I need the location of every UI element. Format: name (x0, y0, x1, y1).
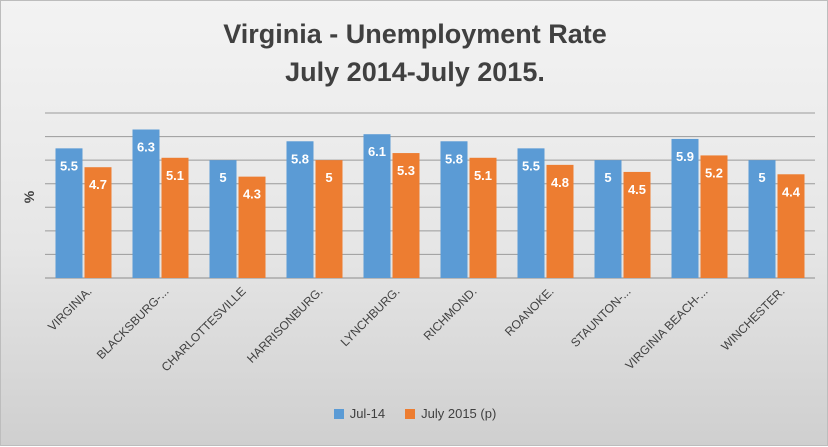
data-label-series-2: 5 (325, 170, 332, 185)
category-label: VIRGINIA. (45, 284, 95, 334)
category-label: ROANOKE. (502, 284, 557, 339)
bar-series-1 (671, 138, 699, 278)
bar-series-2 (238, 176, 266, 278)
bar-series-1 (748, 160, 776, 278)
bar-series-1 (132, 129, 160, 278)
category-label: STAUNTON-... (568, 284, 634, 350)
legend-label-series-1: Jul-14 (349, 406, 386, 421)
data-label-series-2: 5.1 (474, 168, 492, 183)
chart-title-line-1: Virginia - Unemployment Rate (223, 19, 607, 49)
data-label-series-2: 5.3 (397, 163, 415, 178)
data-label-series-1: 5.9 (676, 149, 694, 164)
bar-series-1 (209, 160, 237, 278)
data-label-series-2: 4.4 (782, 184, 801, 199)
bar-series-1 (517, 148, 545, 278)
category-label: CHARLOTTESVILLE (159, 284, 249, 374)
chart-title-line-2: July 2014-July 2015. (285, 57, 545, 87)
y-axis-label: % (21, 190, 37, 203)
bar-series-2 (469, 157, 497, 278)
legend-swatch-series-2 (405, 408, 416, 419)
legend-item-series-2: July 2015 (p) (405, 406, 496, 421)
bar-series-2 (700, 155, 728, 278)
data-label-series-1: 5 (758, 170, 765, 185)
bar-series-2 (315, 160, 343, 278)
data-label-series-1: 6.3 (137, 140, 155, 155)
bar-series-1 (363, 134, 391, 278)
bar-series-2 (777, 174, 805, 278)
bar-series-2 (623, 171, 651, 278)
data-label-series-2: 4.7 (89, 177, 107, 192)
data-label-series-1: 5.8 (291, 151, 309, 166)
data-label-series-1: 5.8 (445, 151, 463, 166)
category-label: LYNCHBURG. (338, 284, 403, 349)
legend-label-series-2: July 2015 (p) (421, 406, 497, 421)
category-label: VIRGINIA BEACH-... (622, 284, 710, 372)
data-label-series-2: 4.5 (628, 182, 646, 197)
data-label-series-1: 5.5 (60, 158, 78, 173)
legend-swatch-series-1 (333, 408, 344, 419)
bar-series-1 (55, 148, 83, 278)
bar-series-2 (161, 157, 189, 278)
data-label-series-1: 5 (219, 170, 226, 185)
bar-series-1 (286, 141, 314, 278)
bar-series-1 (594, 160, 622, 278)
category-label: WINCHESTER. (718, 284, 787, 353)
data-label-series-1: 6.1 (368, 144, 386, 159)
bar-series-2 (392, 153, 420, 278)
bar-series-2 (546, 164, 574, 278)
category-label: HARRISONBURG. (244, 284, 326, 366)
bar-series-1 (440, 141, 468, 278)
data-label-series-2: 4.8 (551, 175, 569, 190)
category-label: RICHMOND. (421, 284, 480, 343)
data-label-series-2: 5.2 (705, 165, 723, 180)
category-label: BLACKSBURG-... (94, 284, 172, 362)
chart-legend: Jul-14 July 2015 (p) (1, 406, 828, 421)
data-label-series-2: 5.1 (166, 168, 184, 183)
chart-title: Virginia - Unemployment Rate July 2014-J… (1, 15, 828, 91)
data-label-series-2: 4.3 (243, 187, 261, 202)
data-label-series-1: 5.5 (522, 158, 540, 173)
legend-item-series-1: Jul-14 (333, 406, 386, 421)
data-label-series-1: 5 (604, 170, 611, 185)
bar-series-2 (84, 167, 112, 278)
